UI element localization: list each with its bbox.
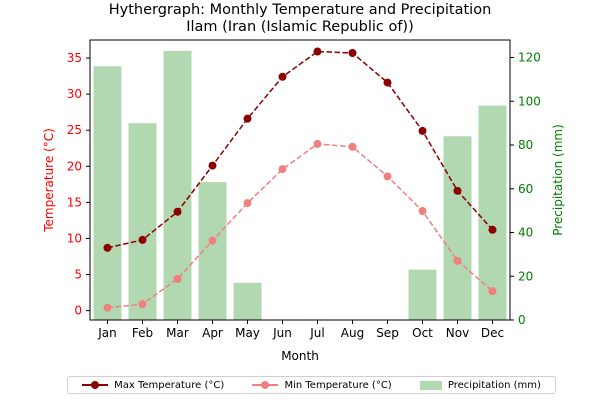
legend-item-max-temp: Max Temperature (°C) bbox=[82, 380, 224, 391]
y-left-tick-label-15: 15 bbox=[67, 195, 82, 209]
legend-label-precipitation: Precipitation (mm) bbox=[447, 379, 541, 391]
y-left-tick-label-25: 25 bbox=[67, 123, 82, 137]
legend-label-max-temp: Max Temperature (°C) bbox=[114, 379, 225, 391]
x-tick-label-nov: Nov bbox=[446, 326, 469, 340]
chart-axes: Jan Feb Mar Apr May Jun Jul Aug Sep Oct Nov Dec 0 5 10… bbox=[67, 39, 541, 340]
y-left-tick-label-35: 35 bbox=[67, 51, 82, 65]
x-tick-label-jun: Jun bbox=[272, 326, 292, 340]
min-temp-line bbox=[107, 143, 493, 309]
min-temp-point-sep bbox=[383, 172, 392, 181]
min-temp-point-jun bbox=[278, 165, 287, 174]
precip-bar-jan bbox=[93, 66, 122, 320]
x-tick-label-may: May bbox=[235, 326, 260, 340]
x-tick-label-oct: Oct bbox=[412, 326, 433, 340]
x-axis-label: Month bbox=[281, 349, 319, 363]
min-temp-point-jul bbox=[313, 139, 322, 148]
max-temp-point-mar bbox=[173, 207, 182, 216]
y-right-tick-label-80: 80 bbox=[518, 138, 533, 152]
precip-bar-may bbox=[233, 282, 262, 320]
min-temp-point-may bbox=[243, 199, 252, 208]
y-right-tick-label-40: 40 bbox=[518, 226, 533, 240]
y-right-tick-label-60: 60 bbox=[518, 182, 533, 196]
min-temp-point-dec bbox=[488, 287, 497, 296]
max-temp-point-apr bbox=[208, 161, 217, 170]
precipitation-bars bbox=[93, 50, 507, 320]
precip-bar-nov bbox=[443, 136, 472, 320]
max-temp-point-dec bbox=[488, 225, 497, 234]
y-right-tick-label-100: 100 bbox=[518, 94, 541, 108]
max-temp-point-sep bbox=[383, 78, 392, 87]
precip-bar-feb bbox=[128, 123, 157, 320]
min-temp-point-oct bbox=[418, 207, 427, 216]
precip-bar-dec bbox=[478, 105, 507, 320]
legend-swatch-precipitation bbox=[419, 380, 442, 390]
y-left-tick-label-30: 30 bbox=[67, 87, 82, 101]
min-temp-point-mar bbox=[173, 274, 182, 283]
chart-subtitle: Ilam (Iran (Islamic Republic of)) bbox=[186, 19, 414, 35]
x-tick-label-mar: Mar bbox=[166, 326, 189, 340]
max-temp-point-oct bbox=[418, 126, 427, 135]
min-temp-point-aug bbox=[348, 142, 357, 151]
y-right-tick-label-0: 0 bbox=[518, 313, 526, 327]
min-temp-point-jan bbox=[103, 303, 112, 312]
max-temp-point-nov bbox=[453, 186, 462, 195]
x-tick-label-apr: Apr bbox=[202, 326, 223, 340]
legend-item-precipitation: Precipitation (mm) bbox=[419, 379, 541, 391]
max-temp-line bbox=[107, 50, 494, 249]
legend-swatch-min-temp bbox=[252, 380, 279, 390]
legend-label-min-temp: Min Temperature (°C) bbox=[284, 379, 392, 391]
precip-bar-oct bbox=[408, 269, 437, 320]
max-temp-point-feb bbox=[138, 235, 147, 244]
chart-title: Hythergraph: Monthly Temperature and Pre… bbox=[109, 2, 492, 18]
min-temp-point-feb bbox=[138, 300, 147, 309]
max-temp-point-jul bbox=[313, 47, 322, 56]
x-tick-label-feb: Feb bbox=[132, 326, 153, 340]
x-tick-label-jul: Jul bbox=[309, 326, 324, 340]
min-temp-point-apr bbox=[208, 236, 217, 245]
max-temp-point-jan bbox=[103, 243, 112, 252]
y-axis-right-label: Precipitation (mm) bbox=[551, 124, 565, 236]
y-left-tick-label-5: 5 bbox=[74, 268, 82, 282]
y-right-tick-label-20: 20 bbox=[518, 269, 533, 283]
plot-frame bbox=[89, 39, 511, 321]
min-temp-point-nov bbox=[453, 256, 462, 265]
y-left-tick-label-10: 10 bbox=[67, 231, 82, 245]
x-tick-label-sep: Sep bbox=[376, 326, 399, 340]
y-left-tick-label-20: 20 bbox=[67, 159, 82, 173]
y-left-tick-label-0: 0 bbox=[74, 304, 82, 318]
temperature-lines bbox=[103, 47, 497, 312]
x-tick-label-jan: Jan bbox=[97, 326, 117, 340]
y-axis-left-label: Temperature (°C) bbox=[42, 128, 56, 233]
chart-legend: Max Temperature (°C) Min Temperature (°C… bbox=[67, 376, 556, 394]
max-temp-point-may bbox=[243, 114, 252, 123]
x-tick-label-dec: Dec bbox=[481, 326, 504, 340]
legend-item-min-temp: Min Temperature (°C) bbox=[252, 379, 392, 391]
x-tick-label-aug: Aug bbox=[341, 326, 364, 340]
legend-swatch-max-temp bbox=[82, 380, 109, 390]
y-right-tick-label-120: 120 bbox=[518, 51, 541, 65]
max-temp-point-jun bbox=[278, 72, 287, 81]
max-temp-point-aug bbox=[348, 48, 357, 57]
